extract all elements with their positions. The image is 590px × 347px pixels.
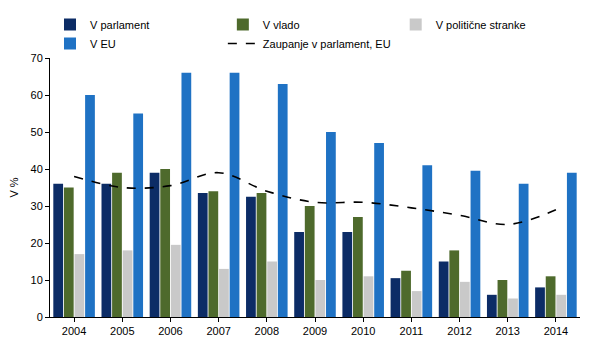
svg-text:70: 70 [31, 52, 43, 64]
svg-text:0: 0 [37, 311, 43, 323]
svg-text:V vlado: V vlado [263, 19, 300, 31]
svg-text:2013: 2013 [495, 325, 519, 337]
svg-text:2004: 2004 [62, 325, 86, 337]
svg-text:V politične stranke: V politične stranke [436, 19, 526, 31]
svg-text:2007: 2007 [206, 325, 230, 337]
svg-text:30: 30 [31, 200, 43, 212]
svg-text:20: 20 [31, 237, 43, 249]
svg-text:60: 60 [31, 89, 43, 101]
svg-text:2008: 2008 [255, 325, 279, 337]
svg-text:V parlament: V parlament [90, 19, 149, 31]
svg-text:2009: 2009 [303, 325, 327, 337]
svg-text:10: 10 [31, 274, 43, 286]
svg-text:Zaupanje v parlament, EU: Zaupanje v parlament, EU [263, 38, 391, 50]
svg-text:V %: V % [8, 177, 20, 197]
svg-text:2005: 2005 [110, 325, 134, 337]
svg-text:2010: 2010 [351, 325, 375, 337]
svg-text:V EU: V EU [90, 38, 116, 50]
svg-text:2006: 2006 [158, 325, 182, 337]
svg-text:2011: 2011 [400, 325, 424, 337]
svg-text:2014: 2014 [544, 325, 568, 337]
svg-text:50: 50 [31, 126, 43, 138]
svg-text:40: 40 [31, 163, 43, 175]
svg-text:2012: 2012 [447, 325, 471, 337]
